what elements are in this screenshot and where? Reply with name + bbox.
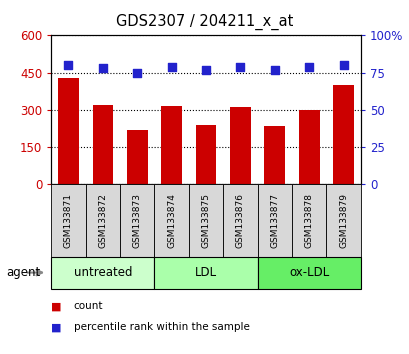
Point xyxy=(202,67,209,73)
Bar xyxy=(298,110,319,184)
Text: GSM133878: GSM133878 xyxy=(304,193,313,248)
Bar xyxy=(92,105,113,184)
Point xyxy=(339,62,346,68)
Text: GSM133875: GSM133875 xyxy=(201,193,210,248)
Point xyxy=(99,65,106,71)
Text: ox-LDL: ox-LDL xyxy=(288,266,328,279)
Text: GSM133879: GSM133879 xyxy=(338,193,347,248)
Point xyxy=(134,70,140,75)
Text: ■: ■ xyxy=(51,301,62,311)
Text: untreated: untreated xyxy=(73,266,132,279)
Text: LDL: LDL xyxy=(195,266,216,279)
Point xyxy=(168,64,175,69)
Point xyxy=(271,67,277,73)
Text: agent: agent xyxy=(6,266,40,279)
Bar xyxy=(127,130,147,184)
Bar xyxy=(195,125,216,184)
Bar xyxy=(264,126,284,184)
Bar xyxy=(229,107,250,184)
Bar xyxy=(58,78,79,184)
Point xyxy=(65,62,72,68)
Text: GSM133873: GSM133873 xyxy=(133,193,142,248)
Point xyxy=(305,64,312,69)
Bar xyxy=(161,106,182,184)
Text: GSM133874: GSM133874 xyxy=(167,193,176,248)
Text: GSM133876: GSM133876 xyxy=(235,193,244,248)
Text: GSM133871: GSM133871 xyxy=(64,193,73,248)
Text: GDS2307 / 204211_x_at: GDS2307 / 204211_x_at xyxy=(116,14,293,30)
Text: count: count xyxy=(74,301,103,311)
Text: GSM133872: GSM133872 xyxy=(98,193,107,248)
Text: percentile rank within the sample: percentile rank within the sample xyxy=(74,322,249,332)
Point xyxy=(236,64,243,69)
Bar xyxy=(333,85,353,184)
Text: GSM133877: GSM133877 xyxy=(270,193,279,248)
Text: ■: ■ xyxy=(51,322,62,332)
